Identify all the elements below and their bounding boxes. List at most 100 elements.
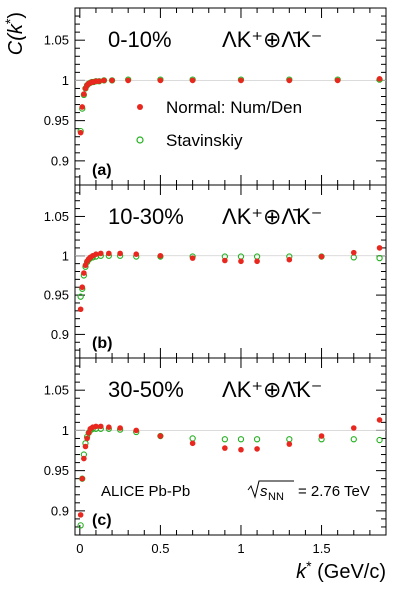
x-tick-label: 0.5 (151, 541, 169, 556)
normal-point (93, 423, 99, 430)
stavinskiy-point (221, 436, 229, 443)
normal-point (79, 475, 86, 482)
x-tick-label: 0 (76, 541, 83, 556)
normal-point (286, 77, 293, 84)
stavinskiy-point (189, 435, 196, 442)
normal-point (79, 104, 86, 110)
normal-point (133, 427, 140, 434)
normal-point (334, 77, 341, 84)
y-tick-label: 1.05 (44, 383, 69, 398)
x-tick-label: 1.5 (313, 541, 331, 556)
stavinskiy-point (77, 293, 84, 300)
stavinskiy-point (253, 436, 261, 443)
stavinskiy-point (286, 436, 293, 443)
normal-point (157, 252, 164, 259)
normal-point (77, 306, 84, 313)
normal-point (96, 78, 102, 85)
panel-tag: (b) (92, 335, 112, 352)
normal-point (254, 258, 260, 265)
y-tick-label: 1.05 (44, 33, 69, 48)
normal-point (81, 91, 87, 97)
y-tick-label: 0.95 (44, 113, 69, 128)
stavinskiy-point (237, 253, 245, 260)
normal-point (81, 455, 87, 462)
y-axis-label: C(k*) (2, 12, 27, 55)
stavinskiy-point (376, 436, 383, 444)
sqrt-symbol (247, 480, 294, 499)
normal-point (254, 446, 260, 452)
normal-point (109, 77, 115, 84)
normal-point (350, 425, 357, 431)
normal-point (286, 256, 293, 263)
y-tick-label: 0.9 (51, 503, 69, 518)
y-tick-label: 0.95 (44, 463, 69, 478)
y-tick-label: 1 (62, 73, 69, 88)
normal-point (82, 443, 89, 450)
normal-point (189, 255, 196, 261)
reaction-label: ΛK⁺⊕Λ̄K⁻ (222, 27, 322, 52)
normal-point (79, 284, 86, 291)
panel-3: 0.9 0.95 1 1.05 30-50% ΛK⁺⊕Λ̄K⁻ (c) (44, 357, 387, 536)
stavinskiy-point (253, 253, 261, 260)
stavinskiy-point (77, 522, 84, 529)
x-axis-label: k* (GeV/c) (296, 558, 386, 583)
panel-2: 0.9 0.95 1 1.05 10-30% ΛK⁺⊕Λ̄K⁻ (b) (44, 184, 387, 359)
normal-point (350, 249, 357, 256)
normal-point (77, 129, 84, 136)
legend-normal-marker (137, 104, 143, 110)
normal-point (376, 245, 383, 251)
normal-point (189, 440, 196, 447)
normal-point (106, 250, 112, 257)
normal-point (97, 250, 104, 257)
centrality-label: 0-10% (108, 27, 172, 52)
legend: Normal: Num/Den Stavinskiy (136, 98, 302, 150)
panel-tag: (c) (92, 512, 112, 529)
normal-point (238, 446, 244, 453)
normal-point (286, 441, 293, 447)
normal-point (318, 433, 325, 439)
normal-point (117, 425, 123, 431)
reaction-label: ΛK⁺⊕Λ̄K⁻ (222, 377, 322, 402)
experiment-annotation: ALICE Pb-Pb (101, 483, 190, 500)
energy-annotation: = 2.76 TeV (298, 483, 370, 500)
sqrt-nn: NN (268, 491, 284, 503)
normal-point (376, 76, 383, 82)
y-tick-label: 1 (62, 423, 69, 438)
legend-stav-marker (136, 136, 144, 144)
y-tick-label: 0.9 (51, 327, 69, 342)
normal-point (238, 77, 244, 84)
reaction-label: ΛK⁺⊕Λ̄K⁻ (222, 204, 322, 229)
legend-stav-label: Stavinskiy (166, 131, 243, 150)
normal-point (106, 424, 112, 430)
normal-point (157, 77, 164, 84)
stavinskiy-point (376, 254, 383, 262)
normal-point (376, 417, 383, 423)
normal-point (77, 512, 84, 518)
centrality-label: 30-50% (108, 377, 184, 402)
normal-point (101, 77, 107, 84)
normal-point (125, 77, 131, 84)
normal-point (117, 250, 123, 257)
normal-point (318, 253, 325, 260)
stavinskiy-point (350, 436, 357, 443)
normal-point (133, 251, 140, 257)
panel-tag: (a) (92, 162, 112, 179)
stavinskiy-point (237, 436, 245, 443)
normal-point (222, 445, 228, 451)
x-tick-label: 1 (237, 541, 244, 556)
panel-1: 0.9 0.95 1 1.05 0-10% ΛK⁺⊕Λ̄K⁻ (a) (44, 7, 387, 186)
normal-point (93, 251, 99, 257)
normal-point (84, 435, 90, 442)
normal-point (157, 433, 164, 439)
normal-point (189, 77, 196, 84)
normal-point (81, 270, 87, 276)
y-tick-label: 1.05 (44, 209, 69, 224)
legend-normal-label: Normal: Num/Den (166, 98, 302, 117)
normal-point (222, 257, 228, 264)
y-tick-label: 1 (62, 248, 69, 263)
sqrt-s: s (260, 483, 268, 500)
normal-point (238, 258, 244, 265)
normal-point (97, 423, 104, 430)
y-tick-label: 0.9 (51, 153, 69, 168)
